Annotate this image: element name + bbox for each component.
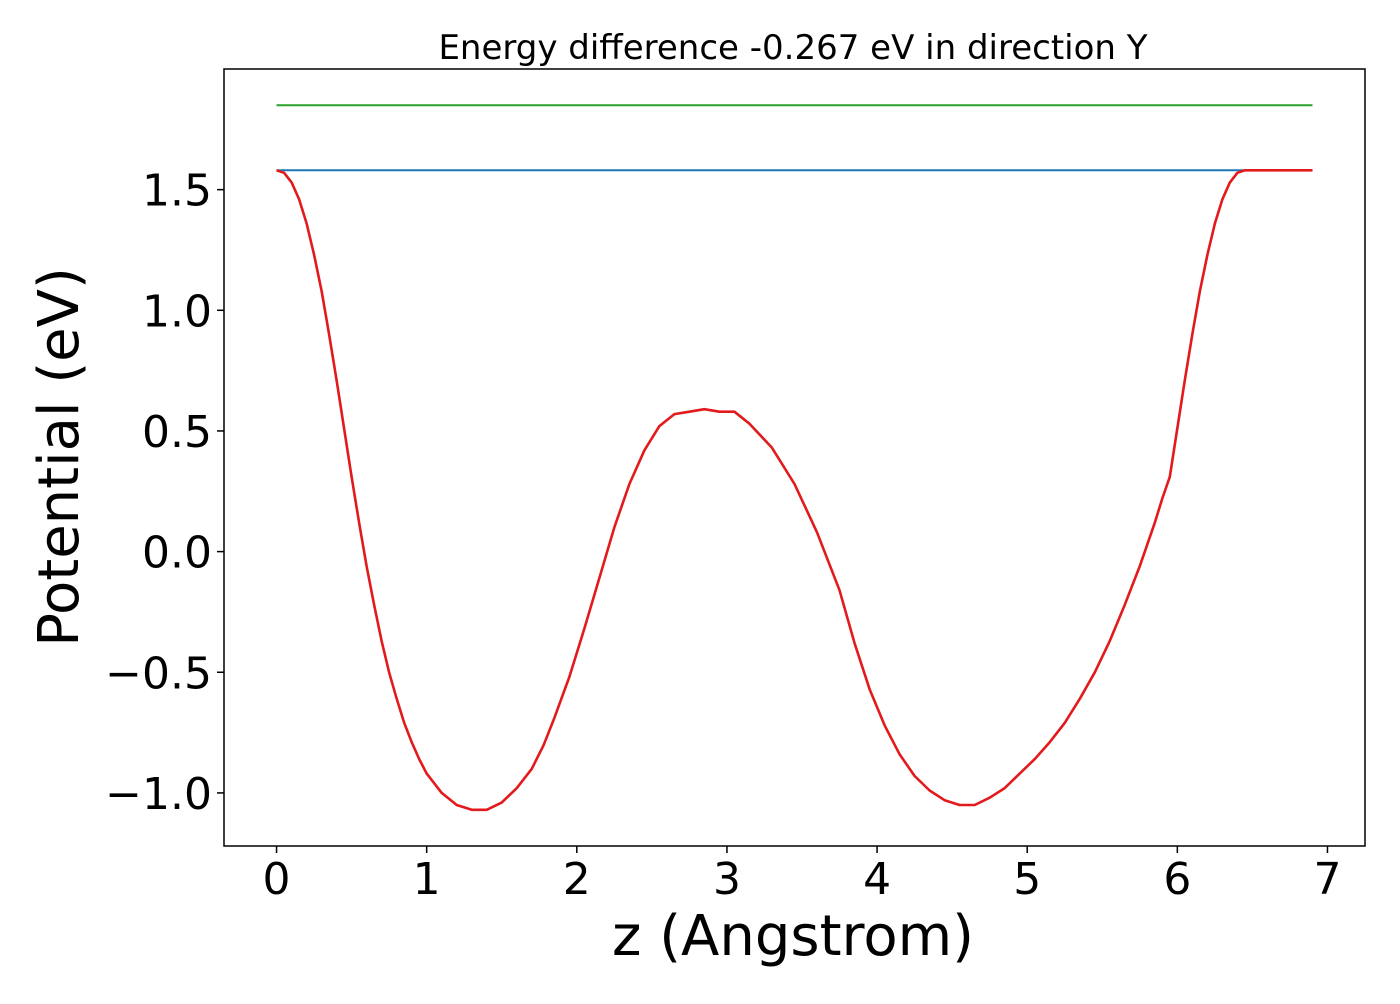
- x-tick-label: 1: [413, 854, 441, 905]
- y-tick-label: 1.5: [142, 166, 212, 217]
- y-tick-label: −0.5: [105, 648, 212, 699]
- x-tick-label: 2: [563, 854, 591, 905]
- x-tick-label: 6: [1163, 854, 1191, 905]
- x-tick-label: 7: [1313, 854, 1341, 905]
- x-tick-label: 4: [863, 854, 891, 905]
- y-tick-label: 1.0: [142, 286, 212, 337]
- x-axis: 0 1 2 3 4 5 6 7: [263, 846, 1341, 905]
- y-tick-label: 0.0: [142, 528, 212, 579]
- y-axis: −1.0 −0.5 0.0 0.5 1.0 1.5: [105, 166, 224, 820]
- series-line-2: [276, 169, 1313, 812]
- x-tick-label: 5: [1013, 854, 1041, 905]
- y-axis-label: Potential (eV): [27, 267, 92, 647]
- x-axis-label: z (Angstrom): [612, 904, 974, 969]
- chart-title: Energy difference -0.267 eV in direction…: [438, 28, 1147, 68]
- y-tick-label: 0.5: [142, 407, 212, 458]
- x-tick-label: 3: [713, 854, 741, 905]
- x-tick-label: 0: [263, 854, 291, 905]
- series-layer: [276, 104, 1313, 812]
- plot-frame: [223, 68, 1366, 847]
- y-tick-label: −1.0: [105, 769, 212, 820]
